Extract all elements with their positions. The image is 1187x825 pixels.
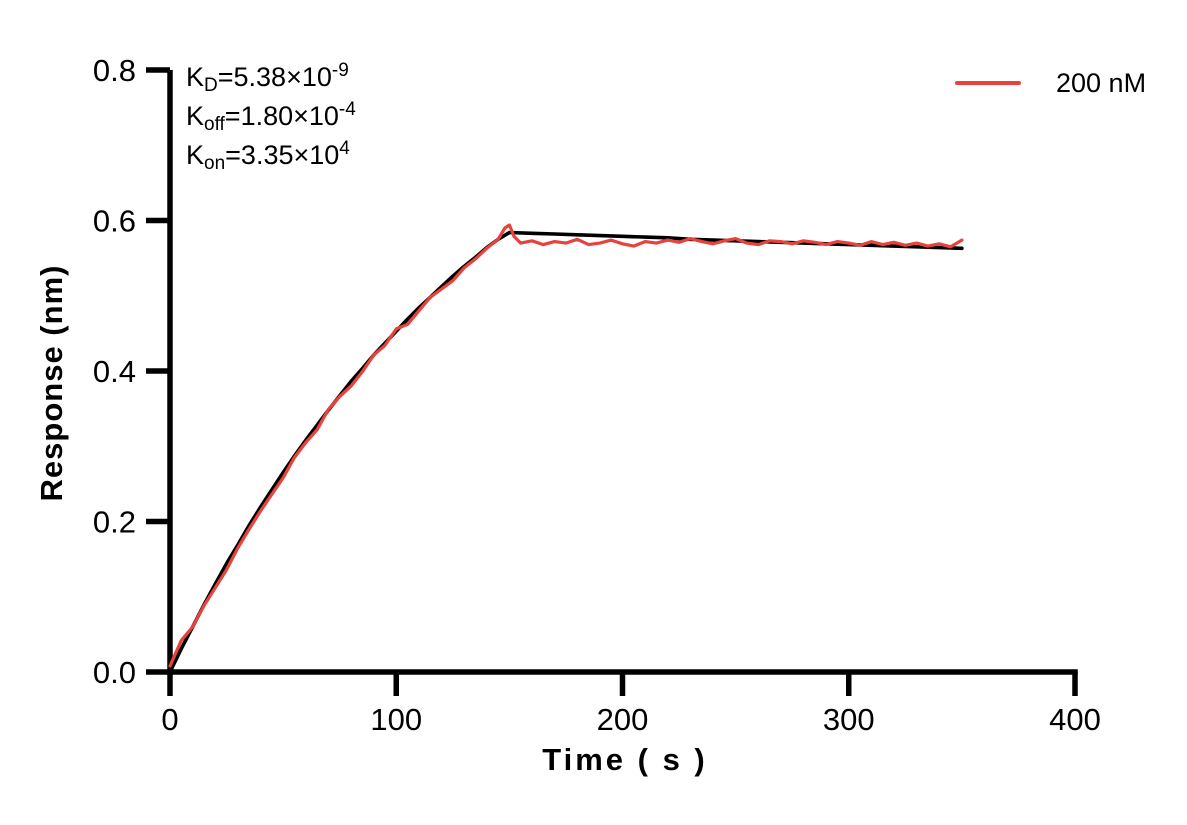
- y-tick-label: 0.8: [93, 53, 136, 88]
- y-tick-label: 0.2: [93, 505, 136, 540]
- annotation-superscript: 4: [339, 138, 350, 159]
- annotation-superscript: -4: [338, 99, 356, 120]
- annotation-text: K: [186, 62, 205, 92]
- x-axis-title: Time ( s ): [542, 742, 708, 777]
- x-tick-label: 100: [370, 702, 422, 737]
- measured-200nM-path: [168, 223, 964, 668]
- legend-label: 200 nM: [1056, 67, 1147, 98]
- annotation-text: K: [186, 140, 205, 170]
- annotation-text: K: [186, 101, 205, 131]
- annotation-text: =1.80×10: [224, 101, 339, 131]
- fit-curve-path: [168, 230, 964, 674]
- y-axis-title: Response (nm): [34, 264, 69, 502]
- annotation-superscript: -9: [331, 60, 349, 81]
- kinetics-annotations: KD=5.38×10-9 Koff=1.80×10-4 Kon=3.35×104: [186, 58, 356, 175]
- annotation-subscript: on: [204, 153, 226, 174]
- legend: 200 nM: [955, 67, 1147, 98]
- annotation-text: =5.38×10: [217, 62, 332, 92]
- y-tick-label: 0.4: [93, 354, 136, 389]
- kd-annotation: KD=5.38×10-9: [186, 58, 356, 97]
- x-tick-label: 200: [597, 702, 649, 737]
- koff-annotation: Koff=1.80×10-4: [186, 97, 356, 136]
- legend-line-swatch: [955, 81, 1021, 85]
- y-tick-label: 0.0: [93, 655, 136, 690]
- x-tick-label: 0: [161, 702, 178, 737]
- annotation-text: =3.35×10: [225, 140, 340, 170]
- y-tick-label: 0.6: [93, 204, 136, 239]
- annotation-subscript: D: [204, 75, 218, 96]
- x-tick-label: 300: [823, 702, 875, 737]
- annotation-subscript: off: [204, 114, 225, 135]
- x-tick-label: 400: [1049, 702, 1101, 737]
- kon-annotation: Kon=3.35×104: [186, 136, 356, 175]
